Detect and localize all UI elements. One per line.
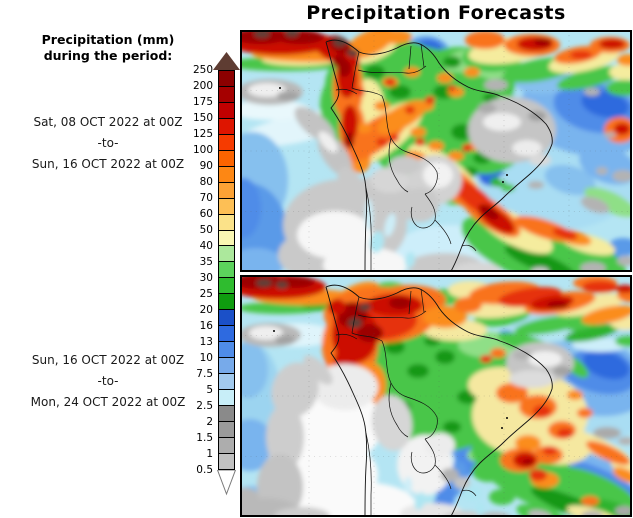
period1-end: Sun, 16 OCT 2022 at 00Z <box>31 157 185 171</box>
colorbar-tick-label: 40 <box>199 240 213 252</box>
colorbar-segment <box>219 277 234 294</box>
colorbar-segments <box>218 70 235 470</box>
colorbar-segment <box>219 229 234 246</box>
colorbar-top-arrow <box>213 52 240 70</box>
colorbar-segment <box>219 85 234 102</box>
colorbar-tick-label: 60 <box>199 208 213 220</box>
colorbar-tick-label: 0.5 <box>196 464 213 476</box>
colorbar-segment <box>219 71 234 86</box>
legend-heading: Precipitation (mm) during the period: <box>10 32 206 64</box>
forecast-map-week2 <box>240 275 632 517</box>
period2-start: Sun, 16 OCT 2022 at 00Z <box>31 353 185 367</box>
colorbar-segment <box>219 245 234 262</box>
colorbar-segment <box>219 293 234 310</box>
colorbar-tick-label: 20 <box>199 304 213 316</box>
colorbar-segment <box>219 405 234 421</box>
colorbar-segment <box>219 181 234 198</box>
colorbar-segment <box>219 357 234 374</box>
period1-start: Sat, 08 OCT 2022 at 00Z <box>33 115 183 129</box>
colorbar-tick-label: 175 <box>192 96 213 108</box>
colorbar-segment <box>219 133 234 150</box>
legend-heading-line2: during the period: <box>43 48 173 63</box>
legend-heading-line1: Precipitation (mm) <box>41 32 175 47</box>
colorbar-tick-label: 16 <box>199 320 213 332</box>
period2-end: Mon, 24 OCT 2022 at 00Z <box>30 395 186 409</box>
colorbar-bottom-arrow <box>216 470 237 496</box>
colorbar-segment <box>219 389 234 406</box>
colorbar-tick-label: 35 <box>199 256 213 268</box>
colorbar-segment <box>219 213 234 230</box>
colorbar-tick-label: 30 <box>199 272 213 284</box>
colorbar-segment <box>219 452 234 469</box>
colorbar-tick-label: 200 <box>192 80 213 92</box>
colorbar-segment <box>219 325 234 342</box>
colorbar-segment <box>219 165 234 182</box>
period2-separator: -to- <box>97 374 119 388</box>
colorbar-segment <box>219 261 234 278</box>
colorbar-segment <box>219 101 234 118</box>
colorbar-segment <box>219 117 234 134</box>
colorbar-tick-label: 1 <box>206 448 213 460</box>
colorbar-tick-label: 250 <box>192 64 213 76</box>
period-label-week1: Sat, 08 OCT 2022 at 00Z -to- Sun, 16 OCT… <box>0 112 216 175</box>
period-label-week2: Sun, 16 OCT 2022 at 00Z -to- Mon, 24 OCT… <box>0 350 216 413</box>
colorbar-segment <box>219 420 234 437</box>
colorbar-segment <box>219 436 234 453</box>
colorbar-segment <box>219 197 234 214</box>
colorbar-tick-label: 25 <box>199 288 213 300</box>
colorbar-segment <box>219 309 234 326</box>
forecast-map-week1 <box>240 30 632 272</box>
colorbar-segment <box>219 149 234 166</box>
colorbar-tick-label: 13 <box>199 336 213 348</box>
colorbar-segment <box>219 341 234 358</box>
colorbar-tick-label: 80 <box>199 176 213 188</box>
page-title: Precipitation Forecasts <box>306 2 566 24</box>
period1-separator: -to- <box>97 136 119 150</box>
colorbar-tick-label: 1.5 <box>196 432 213 444</box>
colorbar-tick-label: 2 <box>206 416 213 428</box>
colorbar-segment <box>219 373 234 390</box>
colorbar-tick-label: 70 <box>199 192 213 204</box>
colorbar-tick-label: 50 <box>199 224 213 236</box>
